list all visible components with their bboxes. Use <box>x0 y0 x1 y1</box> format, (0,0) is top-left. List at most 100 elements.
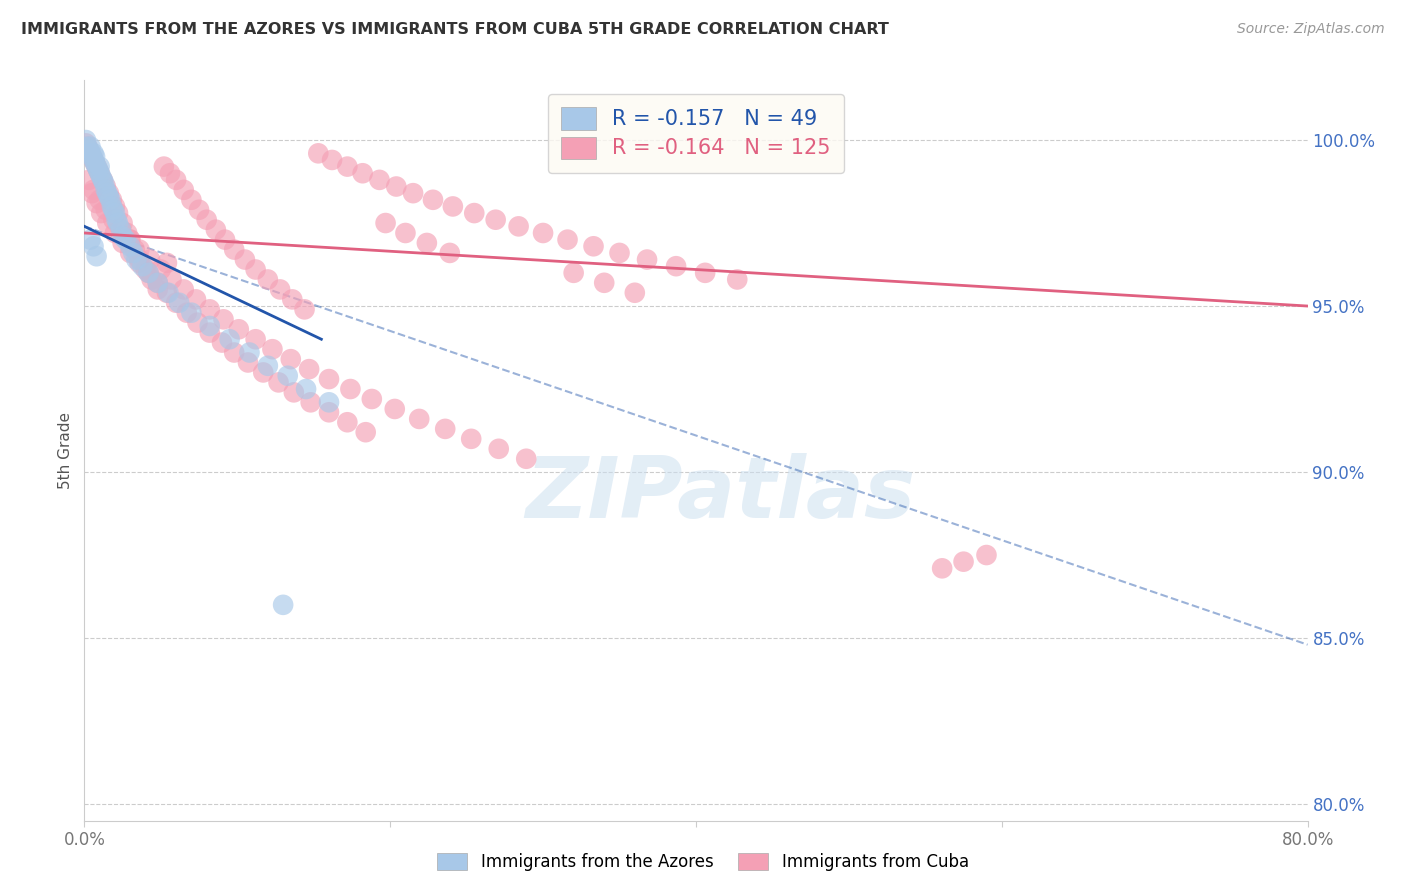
Point <box>165 173 187 187</box>
Point <box>83 153 105 167</box>
Text: Source: ZipAtlas.com: Source: ZipAtlas.com <box>1237 22 1385 37</box>
Point <box>238 345 260 359</box>
Point <box>159 166 181 180</box>
Point <box>188 202 211 217</box>
Point <box>562 266 585 280</box>
Point <box>271 598 294 612</box>
Point <box>283 385 305 400</box>
Point <box>531 226 554 240</box>
Point <box>198 318 221 333</box>
Point <box>149 262 172 277</box>
Point <box>94 179 117 194</box>
Point <box>89 193 111 207</box>
Point <box>198 302 221 317</box>
Point <box>184 293 207 307</box>
Point <box>277 368 299 383</box>
Point <box>87 162 110 177</box>
Point <box>128 252 150 267</box>
Point <box>233 252 256 267</box>
Point <box>83 239 105 253</box>
Point <box>952 555 974 569</box>
Point <box>354 425 377 440</box>
Point <box>86 160 108 174</box>
Point <box>228 322 250 336</box>
Point <box>110 222 132 236</box>
Point <box>86 249 108 263</box>
Point <box>84 156 107 170</box>
Point <box>94 202 117 217</box>
Point <box>157 285 180 300</box>
Point <box>385 179 408 194</box>
Point <box>624 285 647 300</box>
Point <box>89 166 111 180</box>
Point <box>295 382 318 396</box>
Point <box>186 316 208 330</box>
Point <box>156 256 179 270</box>
Point <box>422 193 444 207</box>
Point <box>90 206 112 220</box>
Point <box>402 186 425 201</box>
Point <box>176 306 198 320</box>
Point <box>212 312 235 326</box>
Point <box>515 451 537 466</box>
Point <box>90 169 112 184</box>
Point <box>336 415 359 429</box>
Text: ZIPatlas: ZIPatlas <box>526 453 915 536</box>
Point <box>173 282 195 296</box>
Point <box>695 266 717 280</box>
Point <box>252 366 274 380</box>
Point <box>198 326 221 340</box>
Point <box>84 156 107 170</box>
Point <box>262 342 284 356</box>
Point <box>122 246 145 260</box>
Point <box>77 143 100 157</box>
Point <box>83 153 105 167</box>
Point <box>103 202 125 217</box>
Point <box>665 259 688 273</box>
Point <box>120 239 142 253</box>
Point <box>124 243 146 257</box>
Point <box>298 362 321 376</box>
Point <box>86 160 108 174</box>
Point <box>160 272 183 286</box>
Point <box>76 139 98 153</box>
Point <box>135 262 157 277</box>
Point <box>294 302 316 317</box>
Point <box>80 186 103 201</box>
Point <box>104 206 127 220</box>
Point <box>508 219 530 234</box>
Point <box>120 246 142 260</box>
Point <box>131 259 153 273</box>
Point <box>115 226 138 240</box>
Point <box>318 372 340 386</box>
Point <box>205 222 228 236</box>
Point <box>141 272 163 286</box>
Point <box>321 153 343 167</box>
Point <box>214 233 236 247</box>
Point <box>120 233 142 247</box>
Point <box>104 199 127 213</box>
Point <box>245 332 267 346</box>
Point <box>75 136 97 151</box>
Point <box>80 150 103 164</box>
Point <box>593 276 616 290</box>
Point <box>218 332 240 346</box>
Point <box>98 193 121 207</box>
Point <box>79 233 101 247</box>
Point <box>167 295 190 310</box>
Point <box>86 196 108 211</box>
Point <box>103 212 125 227</box>
Point <box>245 262 267 277</box>
Point <box>236 355 259 369</box>
Point <box>84 150 107 164</box>
Point <box>101 193 124 207</box>
Point <box>146 276 169 290</box>
Point <box>107 216 129 230</box>
Point <box>374 216 396 230</box>
Point <box>485 212 508 227</box>
Point <box>75 133 97 147</box>
Point <box>139 252 162 267</box>
Point <box>87 162 110 177</box>
Point <box>557 233 579 247</box>
Point <box>352 166 374 180</box>
